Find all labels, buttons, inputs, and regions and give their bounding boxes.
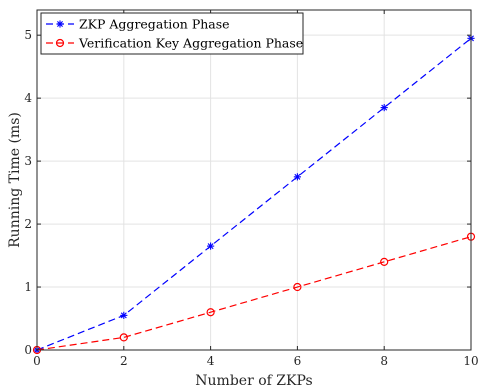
data-point — [120, 311, 128, 319]
y-axis-label: Running Time (ms) — [7, 112, 23, 248]
series-line — [36, 236, 472, 351]
grid — [36, 10, 472, 351]
legend: ZKP Aggregation Phase Verification Key Ag… — [40, 12, 304, 55]
data-point — [293, 282, 302, 292]
legend-marker — [56, 20, 64, 28]
legend-box — [40, 12, 304, 55]
x-tick-label: 2 — [120, 354, 128, 368]
x-axis-ticks: 0 2 4 6 8 10 — [33, 10, 479, 368]
y-tick-label: 2 — [24, 217, 32, 231]
x-tick-label: 10 — [463, 354, 478, 368]
y-tick-label: 4 — [24, 91, 32, 105]
series-2 — [32, 232, 476, 355]
series-layer — [32, 34, 476, 355]
plot-frame — [36, 9, 472, 351]
series-1 — [33, 34, 475, 354]
y-tick-label: 1 — [24, 280, 32, 294]
data-point — [206, 308, 215, 317]
data-point — [380, 257, 389, 266]
y-tick-label: 5 — [24, 28, 32, 42]
legend-label: ZKP Aggregation Phase — [79, 17, 230, 32]
data-point — [119, 333, 128, 342]
legend-marker — [55, 38, 65, 48]
x-tick-label: 4 — [207, 354, 215, 368]
y-tick-label: 0 — [24, 343, 32, 357]
series-line — [36, 37, 472, 351]
data-point — [380, 103, 388, 112]
y-axis-ticks: 0 1 2 3 4 5 — [24, 28, 471, 357]
legend-label: Verification Key Aggregation Phase — [78, 36, 303, 51]
y-tick-label: 3 — [24, 154, 32, 168]
x-tick-label: 8 — [380, 354, 388, 368]
data-point — [293, 173, 301, 181]
x-tick-label: 6 — [294, 354, 302, 368]
x-tick-label: 0 — [33, 354, 41, 368]
x-axis-label: Number of ZKPs — [195, 373, 312, 389]
legend-entry: ZKP Aggregation Phase — [46, 17, 230, 32]
data-point — [207, 242, 215, 250]
legend-entry: Verification Key Aggregation Phase — [46, 36, 303, 51]
